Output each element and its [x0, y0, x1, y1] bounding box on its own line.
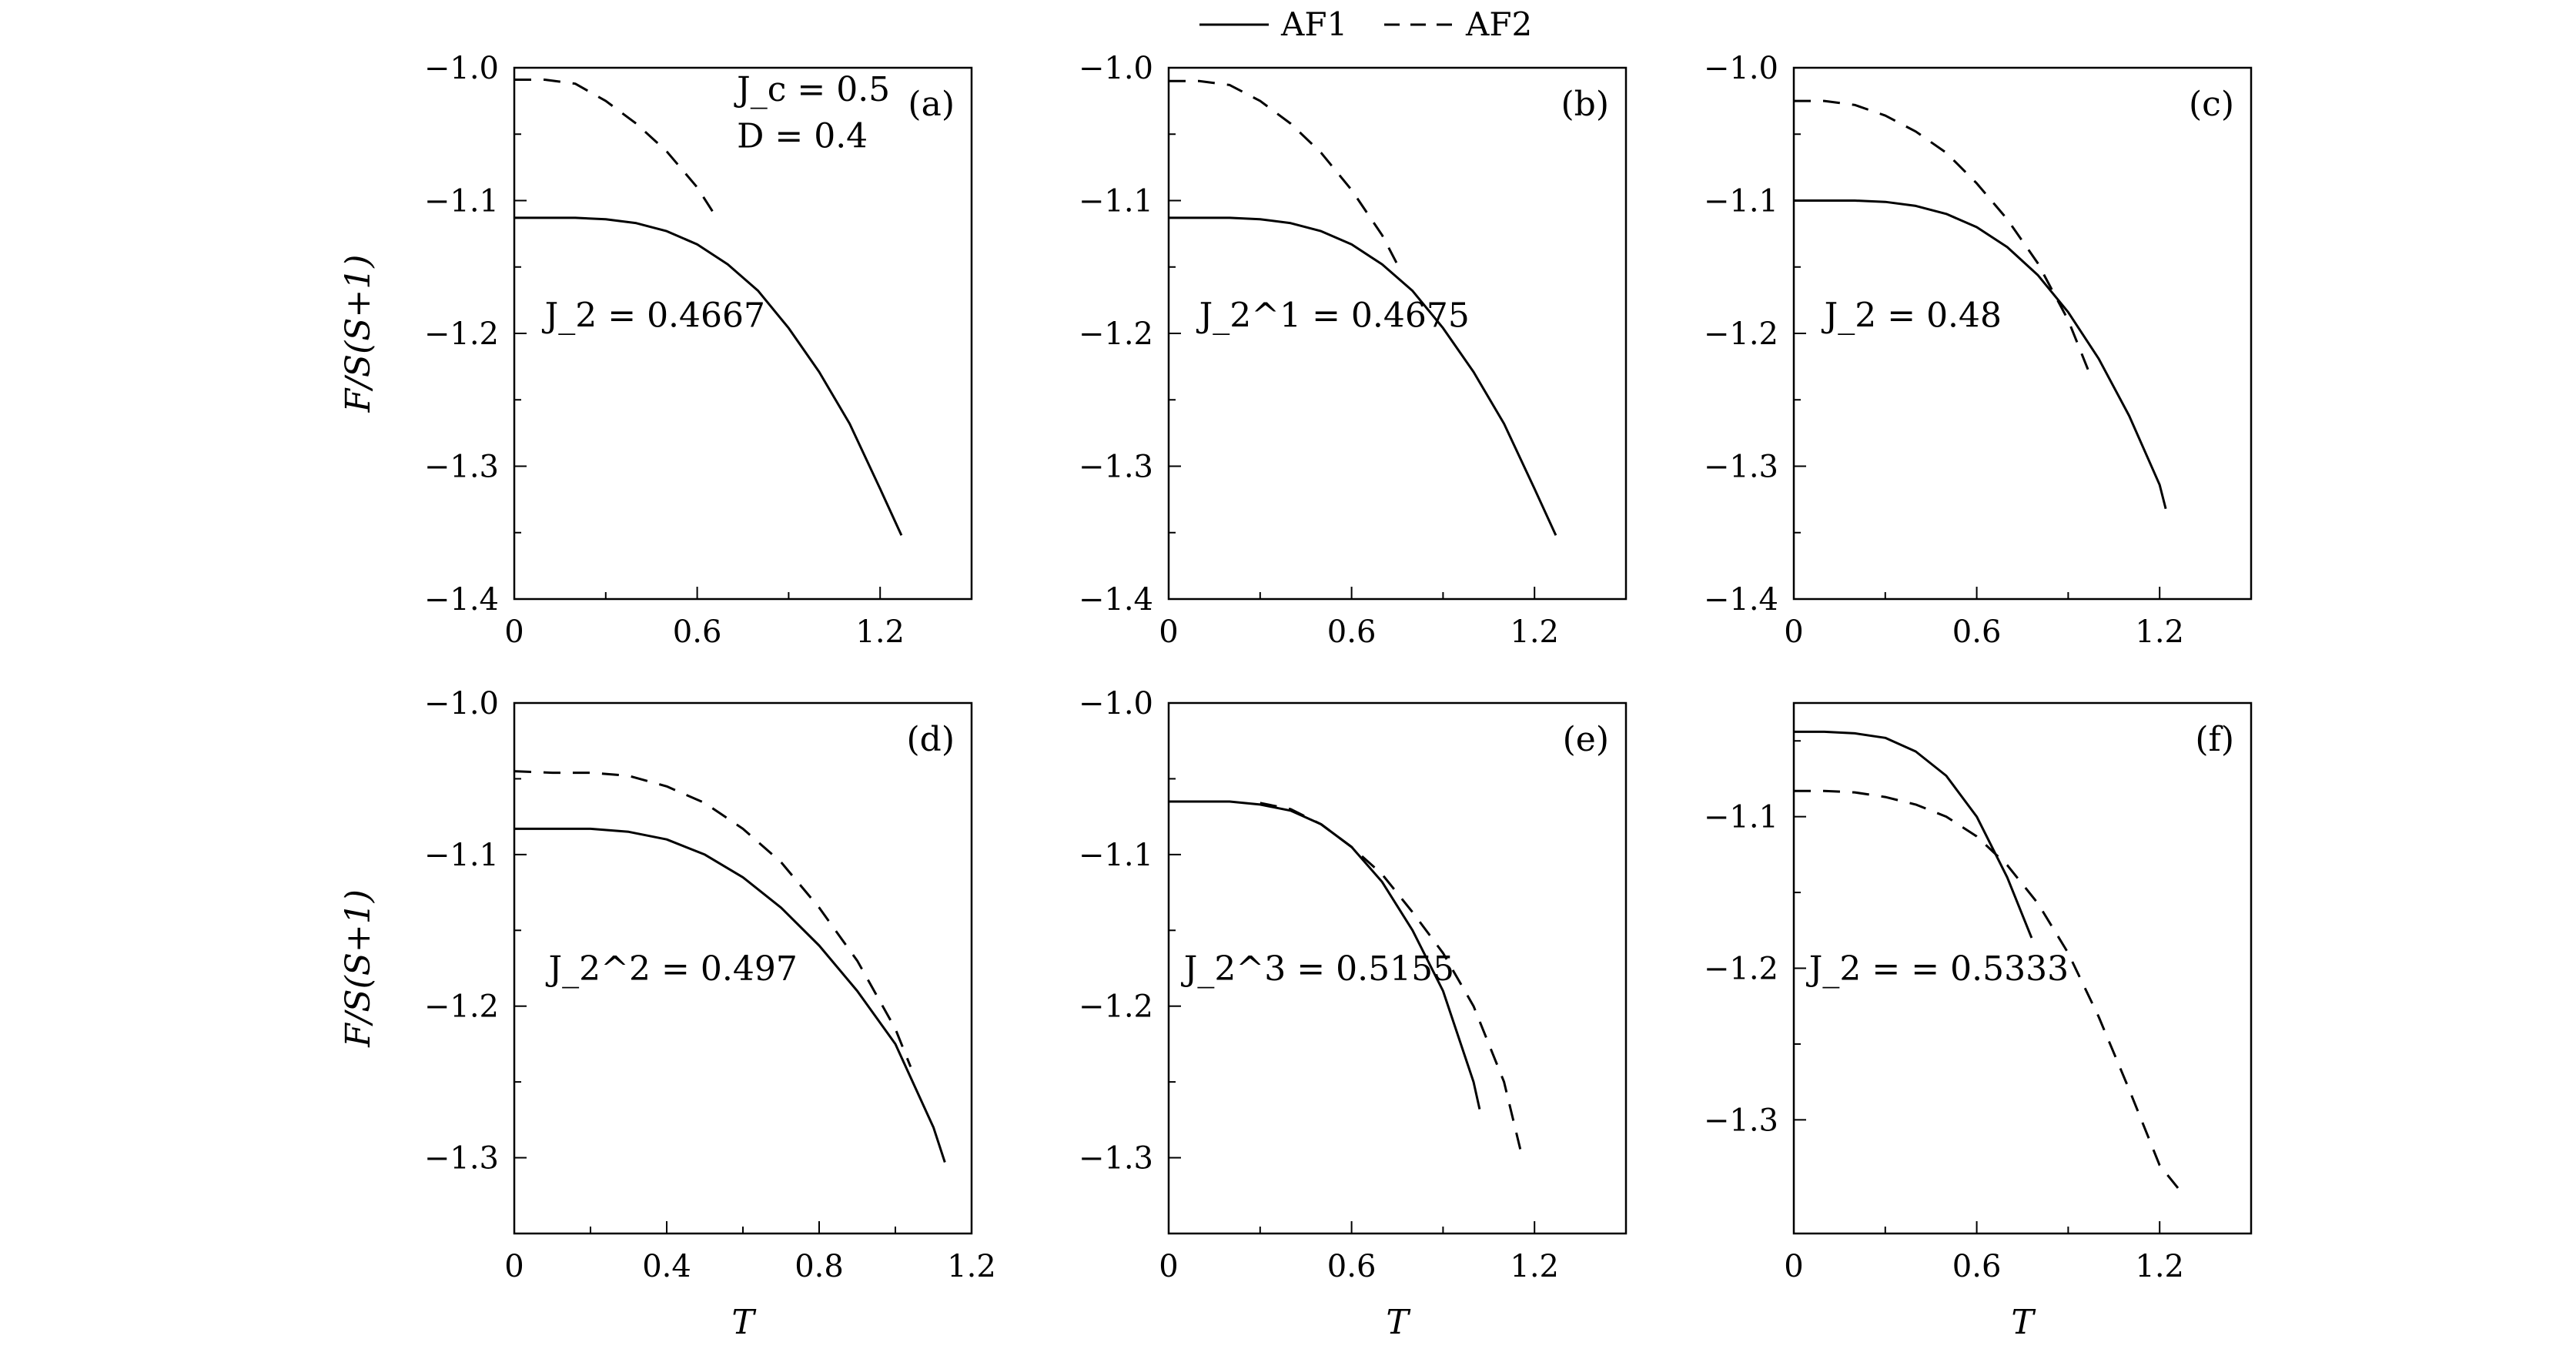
panel-label: (c) — [2189, 85, 2234, 124]
y-tick-label: −1.2 — [1079, 989, 1153, 1025]
x-tick-label: 1.2 — [947, 1249, 996, 1284]
series-line-af2 — [1794, 789, 2180, 1189]
x-axis-title: T — [2011, 1303, 2036, 1342]
y-tick-label: −1.3 — [1704, 1103, 1778, 1138]
y-tick-label: −1.3 — [1704, 450, 1778, 485]
y-tick-label: −1.1 — [1079, 838, 1153, 873]
panel-e: 0 0.6 1.2 −1.3 −1.2 −1.1 −1.0 T (e) J_2^3 = 0.515… — [1079, 686, 1628, 1342]
y-tick-label: −1.4 — [424, 582, 499, 618]
x-tick-label: 0 — [504, 614, 524, 650]
x-tick-label: 0.6 — [1952, 614, 2002, 650]
panel-label: (e) — [1563, 720, 1609, 759]
annotation: J_2 = 0.48 — [1822, 296, 2002, 335]
x-tick-label: 0 — [504, 1249, 524, 1284]
x-axis-title: T — [731, 1303, 757, 1342]
panel-b: 0 0.6 1.2 −1.4 −1.3 −1.2 −1.1 −1.0 (b) J_2^1 = 0.… — [1079, 51, 1628, 650]
panel-label: (d) — [907, 720, 955, 759]
x-tick-label: 0.6 — [1327, 1249, 1377, 1284]
x-tick-label: 0.4 — [642, 1249, 691, 1284]
y-tick-label: −1.2 — [1079, 316, 1153, 352]
x-tick-label: 0 — [1784, 1249, 1803, 1284]
legend-label-af1: AF1 — [1280, 5, 1347, 43]
series-line-af2 — [1794, 99, 2091, 374]
x-tick-label: 0 — [1784, 614, 1803, 650]
y-tick-label: −1.2 — [424, 989, 499, 1025]
y-tick-label: −1.0 — [1079, 686, 1153, 721]
x-tick-label: 0.6 — [673, 614, 722, 650]
series-line-af1 — [1169, 800, 1481, 1110]
panel-label: (f) — [2195, 720, 2234, 759]
panel-c: 0 0.6 1.2 −1.4 −1.3 −1.2 −1.1 −1.0 (c) J_2 = 0.48 — [1704, 51, 2253, 650]
x-tick-label: 1.2 — [855, 614, 905, 650]
y-tick-label: −1.2 — [1704, 952, 1778, 987]
x-tick-label: 0 — [1159, 614, 1178, 650]
y-tick-label: −1.0 — [1079, 51, 1153, 86]
x-tick-label: 0.6 — [1327, 614, 1377, 650]
y-tick-label: −1.1 — [424, 838, 499, 873]
x-tick-label: 0.8 — [795, 1249, 844, 1284]
annotation: D = 0.4 — [737, 117, 868, 156]
series-line-af2 — [514, 770, 912, 1068]
y-tick-label: −1.3 — [424, 450, 499, 485]
panel-a: 0 0.6 1.2 −1.4 −1.3 −1.2 −1.1 −1.0 F/S(S+1) (a) J_… — [339, 51, 973, 650]
panel-label: (b) — [1561, 85, 1610, 124]
y-tick-label: −1.3 — [1079, 1141, 1153, 1177]
series-line-af1 — [514, 216, 903, 536]
annotation: J_2 = 0.4667 — [542, 296, 765, 335]
y-tick-label: −1.2 — [1704, 316, 1778, 352]
y-tick-label: −1.1 — [424, 184, 499, 219]
legend: AF1 AF2 — [1199, 5, 1532, 43]
series-line-af1 — [1169, 216, 1557, 536]
x-tick-label: 0 — [1159, 1249, 1178, 1284]
x-tick-label: 1.2 — [1510, 1249, 1559, 1284]
y-axis-title: F/S(S+1) — [339, 889, 378, 1048]
y-tick-label: −1.1 — [1704, 800, 1778, 835]
y-tick-label: −1.0 — [424, 686, 499, 721]
annotation: J_2^2 = 0.497 — [546, 949, 798, 989]
panel-label: (a) — [908, 85, 955, 124]
y-tick-label: −1.0 — [1704, 51, 1778, 86]
annotation: J_c = 0.5 — [734, 70, 890, 109]
x-tick-label: 1.2 — [2135, 1249, 2184, 1284]
series-line-af1 — [514, 827, 946, 1163]
x-tick-label: 0.6 — [1952, 1249, 2002, 1284]
y-axis-title: F/S(S+1) — [339, 255, 378, 413]
series-line-af2 — [1169, 79, 1399, 265]
y-tick-label: −1.1 — [1704, 184, 1778, 219]
annotation: J_2^1 = 0.4675 — [1196, 296, 1470, 335]
series-line-af1 — [1794, 730, 2033, 939]
series-line-af1 — [1794, 199, 2167, 510]
series-line-af2 — [514, 79, 714, 213]
annotation: J_2^3 = 0.5155 — [1181, 949, 1454, 989]
x-tick-label: 1.2 — [2135, 614, 2184, 650]
annotation: J_2 = = 0.5333 — [1806, 949, 2069, 989]
panel-d: 0 0.4 0.8 1.2 −1.3 −1.2 −1.1 −1.0 F/S(S+1) T (d) J_… — [339, 686, 996, 1342]
x-tick-label: 1.2 — [1510, 614, 1559, 650]
y-tick-label: −1.1 — [1079, 184, 1153, 219]
legend-label-af2: AF2 — [1465, 5, 1532, 43]
panel-f: 0 0.6 1.2 −1.3 −1.2 −1.1 T (f) J_2 = = 0.5333 — [1704, 701, 2253, 1342]
y-tick-label: −1.2 — [424, 316, 499, 352]
plot-frame — [1167, 701, 1628, 1235]
y-tick-label: −1.4 — [1704, 582, 1778, 618]
y-tick-label: −1.3 — [424, 1141, 499, 1177]
y-tick-label: −1.3 — [1079, 450, 1153, 485]
y-tick-label: −1.4 — [1079, 582, 1153, 618]
x-axis-title: T — [1386, 1303, 1411, 1342]
y-tick-label: −1.0 — [424, 51, 499, 86]
